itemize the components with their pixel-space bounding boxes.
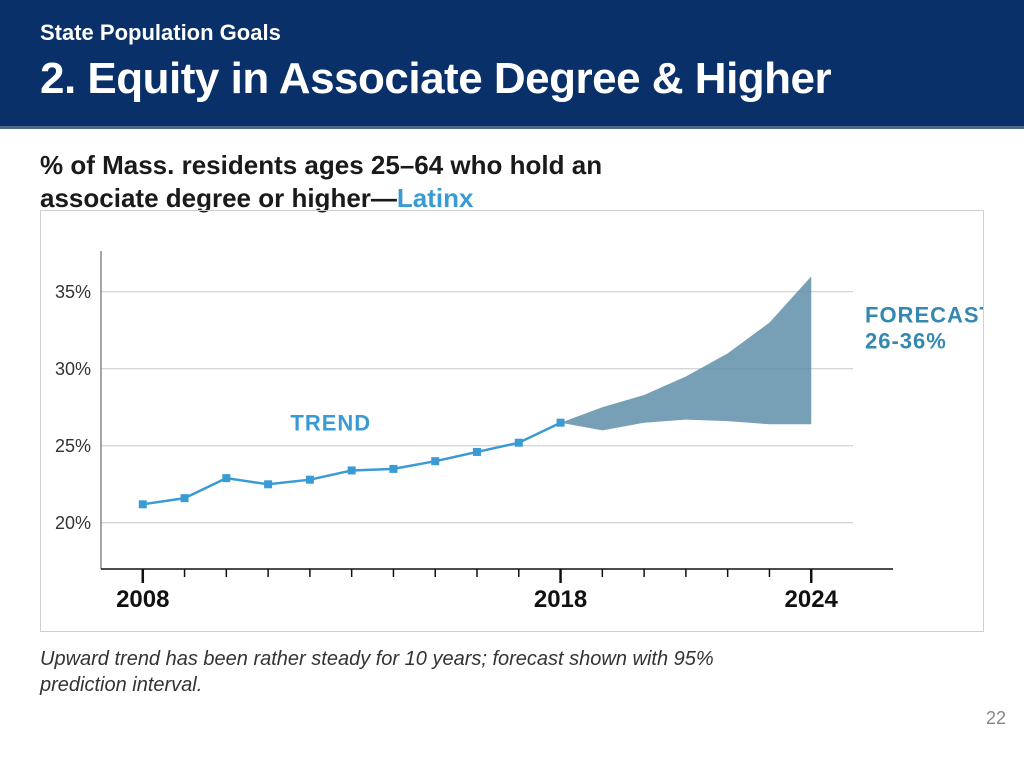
slide-body: % of Mass. residents ages 25–64 who hold… bbox=[0, 129, 1024, 739]
svg-text:30%: 30% bbox=[55, 359, 91, 379]
page-number: 22 bbox=[986, 708, 1006, 729]
header-kicker: State Population Goals bbox=[40, 20, 984, 46]
svg-text:TREND: TREND bbox=[290, 410, 371, 435]
svg-text:FORECAST: FORECAST bbox=[865, 303, 983, 328]
svg-text:2024: 2024 bbox=[785, 586, 839, 613]
subtitle-emphasis: Latinx bbox=[397, 183, 474, 213]
header-title: 2. Equity in Associate Degree & Higher bbox=[40, 54, 984, 104]
subtitle-line1: % of Mass. residents ages 25–64 who hold… bbox=[40, 150, 602, 180]
line-chart: 20% 25% 30% 35% 2008 2018 2024 TREND FORECAST26-… bbox=[41, 211, 983, 629]
svg-text:2018: 2018 bbox=[534, 586, 587, 613]
slide-header: State Population Goals 2. Equity in Asso… bbox=[0, 0, 1024, 129]
svg-text:20%: 20% bbox=[55, 513, 91, 533]
chart-container: 20% 25% 30% 35% 2008 2018 2024 TREND FORECAST26-… bbox=[40, 210, 984, 632]
subtitle-line2: associate degree or higher— bbox=[40, 183, 397, 213]
chart-subtitle: % of Mass. residents ages 25–64 who hold… bbox=[40, 149, 984, 214]
chart-caption: Upward trend has been rather steady for … bbox=[40, 646, 800, 698]
svg-text:35%: 35% bbox=[55, 282, 91, 302]
svg-text:2008: 2008 bbox=[116, 586, 169, 613]
svg-text:25%: 25% bbox=[55, 436, 91, 456]
svg-text:26-36%: 26-36% bbox=[865, 329, 947, 354]
